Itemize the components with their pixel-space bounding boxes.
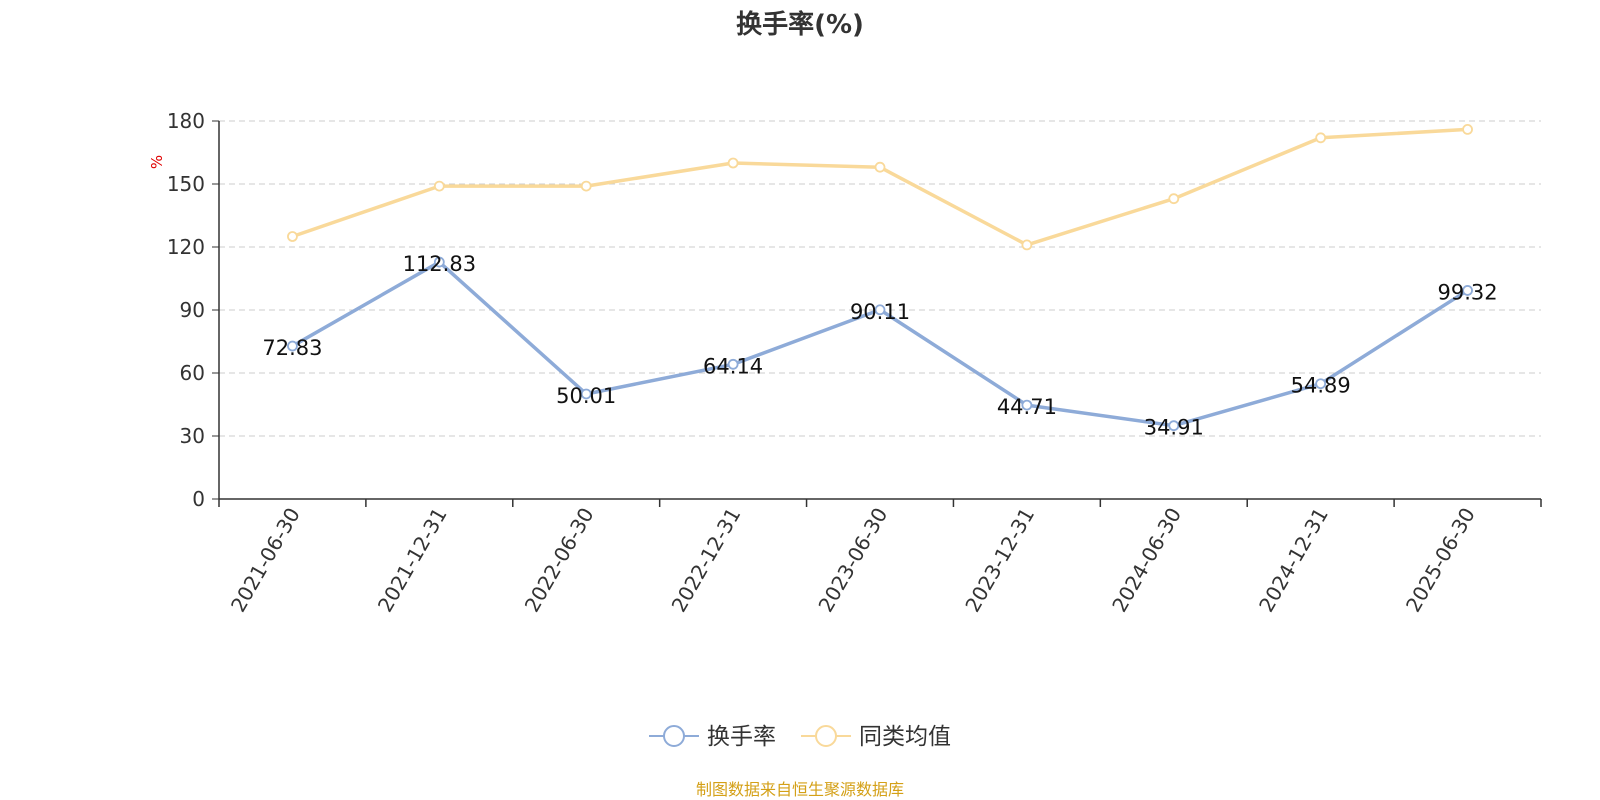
x-tick-label: 2021-06-30 [226,504,305,617]
data-label: 50.01 [556,384,616,408]
data-label: 44.71 [997,395,1057,419]
data-point [1168,420,1180,432]
x-tick-label: 2024-06-30 [1107,504,1186,617]
data-label: 112.83 [403,252,476,276]
data-point [1315,132,1327,144]
data-label: 64.14 [703,354,763,378]
legend-marker [663,725,685,747]
data-point [1021,239,1033,251]
x-tick-label: 2022-12-31 [667,504,746,617]
data-label: 34.91 [1144,416,1204,440]
series-line-peer-average [291,127,1468,247]
data-point [727,157,739,169]
data-point [433,180,445,192]
series-line-turnover [291,260,1469,428]
y-tick-label: 150 [167,172,205,196]
data-point [580,180,592,192]
chart-title: 换手率(%) [736,10,864,40]
data-point [287,340,298,352]
y-tick-label: 60 [180,361,205,385]
y-tick-label: 0 [192,487,205,511]
y-axis-label: % [148,155,166,169]
legend-label: 同类均值 [859,724,951,750]
x-tick-label: 2025-06-30 [1401,504,1480,617]
y-tick-label: 120 [167,235,205,259]
data-point [1021,399,1033,411]
data-point [1462,285,1473,296]
data-point [580,388,592,400]
x-tick-label: 2024-12-31 [1254,504,1333,617]
data-point [727,358,739,370]
data-point [874,161,886,173]
data-label: 72.83 [262,336,322,360]
data-label: 99.32 [1437,280,1497,304]
legend-marker [815,725,837,747]
x-tick-label: 2021-12-31 [373,504,452,617]
x-tick-label: 2023-06-30 [813,504,892,617]
legend-label: 换手率 [707,724,776,750]
y-tick-label: 180 [167,109,205,133]
data-point [1462,123,1473,135]
y-tick-label: 90 [180,298,205,322]
x-tick-label: 2022-06-30 [520,504,599,617]
data-label: 90.11 [850,300,910,324]
source-footer: 制图数据来自恒生聚源数据库 [695,780,904,799]
data-point [287,231,298,242]
data-point [1315,378,1327,390]
data-point [1168,193,1180,205]
x-tick-label: 2023-12-31 [960,504,1039,617]
data-label: 54.89 [1291,374,1351,398]
data-point [874,304,886,316]
y-tick-label: 30 [180,424,205,448]
data-point [433,256,445,268]
